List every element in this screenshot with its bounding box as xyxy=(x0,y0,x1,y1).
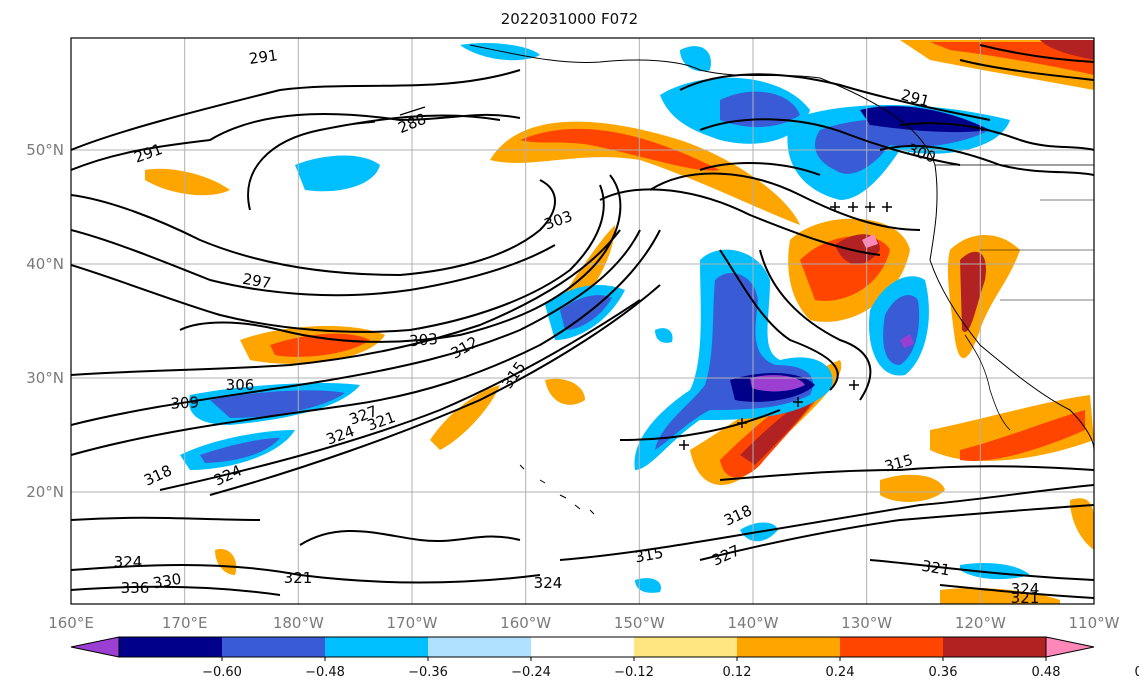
contour-label: 288 xyxy=(395,110,428,137)
colorbar-swatch xyxy=(943,637,1046,657)
contour-label: 297 xyxy=(241,270,272,293)
colorbar-swatch xyxy=(222,637,325,657)
contour-label: 309 xyxy=(170,393,200,412)
contour-label: 324 xyxy=(114,553,143,571)
colorbar-swatch xyxy=(737,637,840,657)
lon-tick-label: 120°W xyxy=(955,614,1006,632)
colorbar-tick-label: −0.48 xyxy=(305,665,345,680)
contour-label: 303 xyxy=(542,207,575,234)
latitude-labels: 50°N 40°N 30°N 20°N xyxy=(26,141,64,501)
lon-tick-label: 160°E xyxy=(48,614,94,632)
contour-label: 291 xyxy=(132,140,165,167)
contour-label: 324 xyxy=(534,574,563,592)
colorbar-tick-label: 0.12 xyxy=(723,665,752,680)
contour-label: 315 xyxy=(633,544,664,567)
contour-label: 321 xyxy=(1011,589,1040,607)
lat-tick-label: 50°N xyxy=(26,141,64,159)
lat-tick-label: 30°N xyxy=(26,369,64,387)
colorbar-tick-label: −0.12 xyxy=(614,665,654,680)
lon-tick-label: 110°W xyxy=(1069,614,1120,632)
colorbar-swatch xyxy=(119,637,222,657)
colorbar-tick-label: 0.48 xyxy=(1032,665,1061,680)
colorbar: −0.60 −0.48 −0.36 −0.24 −0.12 0.12 0.24 0.36 0.4… xyxy=(70,636,1139,680)
lon-tick-label: 130°W xyxy=(841,614,892,632)
contour-label: 318 xyxy=(141,461,175,489)
warm-shading xyxy=(145,40,1094,604)
colorbar-swatch xyxy=(428,637,531,657)
contour-label: 324 xyxy=(324,422,357,449)
map-title: 2022031000 F072 xyxy=(500,10,639,28)
plus-markers xyxy=(679,202,892,450)
contour-label: 321 xyxy=(284,569,313,587)
colorbar-tick-label: −0.24 xyxy=(511,665,551,680)
colorbar-swatch xyxy=(531,637,634,657)
contour-label: 330 xyxy=(151,570,182,593)
lon-tick-label: 160°W xyxy=(500,614,551,632)
contour-label: 324 xyxy=(1011,580,1040,598)
graticule xyxy=(71,38,1094,604)
colorbar-extend-low xyxy=(70,636,120,658)
colorbar-tick-label: 0.36 xyxy=(929,665,958,680)
colorbar-swatch xyxy=(840,637,943,657)
colorbar-tick-label: −0.36 xyxy=(408,665,448,680)
colorbar-swatch xyxy=(634,637,737,657)
contour-label: 315 xyxy=(883,451,915,476)
lon-tick-label: 180°W xyxy=(273,614,324,632)
colorbar-swatch xyxy=(325,637,428,657)
lon-tick-label: 140°W xyxy=(728,614,779,632)
lon-tick-label: 170°W xyxy=(387,614,438,632)
lon-tick-label: 150°W xyxy=(614,614,665,632)
lon-tick-label: 170°E xyxy=(162,614,208,632)
contour-label: 306 xyxy=(226,376,255,394)
colorbar-extend-high xyxy=(1045,636,1095,658)
contour-label: 312 xyxy=(448,333,482,363)
longitude-labels: 160°E 170°E 180°W 170°W 160°W 150°W 140°W 130°W… xyxy=(48,614,1119,632)
contour-label: 321 xyxy=(920,557,951,580)
contour-label: 315 xyxy=(498,358,529,392)
contour-lines xyxy=(71,44,1094,599)
contour-label: 327 xyxy=(709,541,743,569)
colorbar-tick-label: 0.60 xyxy=(1135,665,1139,680)
contour-label: 291 xyxy=(248,46,279,68)
colorbar-tick-label: 0.24 xyxy=(826,665,855,680)
lat-tick-label: 20°N xyxy=(26,483,64,501)
contour-label: 303 xyxy=(409,330,439,350)
lat-tick-label: 40°N xyxy=(26,255,64,273)
map-frame xyxy=(70,37,1095,605)
contour-label: 336 xyxy=(121,579,150,597)
colorbar-frame xyxy=(118,636,1047,658)
colorbar-tick-label: −0.60 xyxy=(202,665,242,680)
cold-shading xyxy=(180,43,1030,593)
